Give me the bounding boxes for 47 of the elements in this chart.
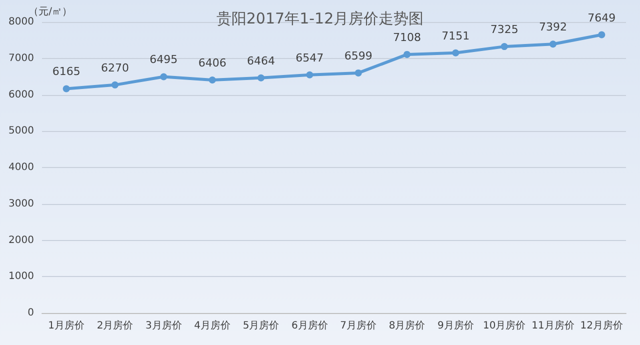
x-tick-label: 11月房价 <box>532 320 574 332</box>
data-label: 6547 <box>296 51 324 64</box>
data-label: 6406 <box>198 56 226 70</box>
x-tick-label: 8月房价 <box>388 320 426 332</box>
point <box>112 81 118 88</box>
y-tick-label: 3000 <box>8 198 34 210</box>
x-tick-label: 12月房价 <box>580 320 624 332</box>
x-tick-label: 4月房价 <box>194 320 231 332</box>
point <box>306 71 314 78</box>
data-label: 6599 <box>344 49 372 62</box>
x-tick-label: 1月房价 <box>48 320 85 332</box>
x-tick-label: 5月房价 <box>242 320 280 332</box>
y-tick-label: 0 <box>28 308 34 318</box>
point <box>208 76 216 84</box>
data-label: 6464 <box>247 54 275 68</box>
y-tick-label: 6000 <box>8 89 34 100</box>
point <box>550 40 556 48</box>
point <box>598 31 606 38</box>
x-tick-label: 7月房价 <box>340 320 377 332</box>
y-tick-label: 4000 <box>8 162 34 173</box>
x-tick-label: 9月房价 <box>437 320 474 332</box>
data-label: 6495 <box>150 53 178 66</box>
data-label: 6165 <box>52 65 80 78</box>
point <box>404 50 410 58</box>
data-label: 7392 <box>539 20 567 34</box>
point <box>160 73 168 80</box>
y-tick-label: 1000 <box>8 271 34 282</box>
y-tick-label: 7000 <box>8 52 34 64</box>
y-tick-label: 5000 <box>8 126 34 137</box>
point <box>354 69 362 76</box>
x-tick-label: 10月房价 <box>482 320 526 332</box>
point <box>62 85 70 92</box>
data-label: 7325 <box>490 23 518 36</box>
y-tick-label: 8000 <box>8 16 34 28</box>
chart-title: 贵阳2017年1-12月房价走势图 <box>216 10 424 28</box>
data-label: 7151 <box>442 29 470 42</box>
x-tick-label: 2月房价 <box>96 320 134 332</box>
data-label: 7649 <box>588 11 616 24</box>
point <box>258 74 264 82</box>
data-label: 6270 <box>101 61 129 74</box>
point <box>500 43 508 50</box>
data-label: 7108 <box>393 30 421 44</box>
y-tick-label: 2000 <box>8 234 34 246</box>
x-tick-label: 3月房价 <box>145 320 182 332</box>
x-tick-label: 6月房价 <box>291 320 328 332</box>
point <box>452 49 460 56</box>
y-axis-title: （元/㎡） <box>28 6 72 18</box>
